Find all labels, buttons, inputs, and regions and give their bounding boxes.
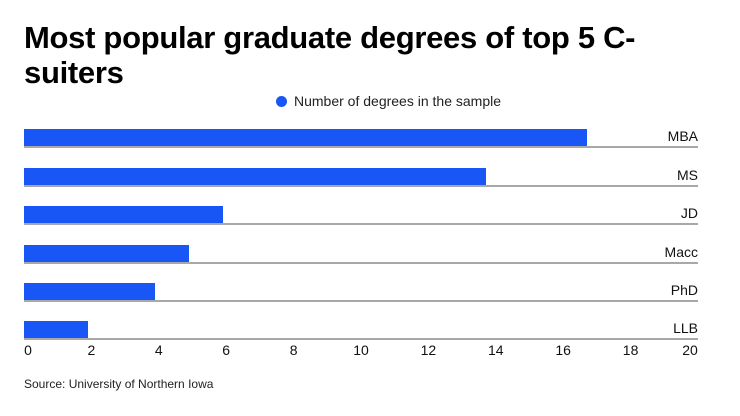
bar-mba [24, 129, 587, 146]
x-tick-label: 18 [622, 342, 639, 358]
row-baseline [24, 300, 698, 302]
bar-macc [24, 245, 190, 262]
x-tick-label: 16 [555, 342, 571, 358]
bar-row-jd: JD [24, 205, 698, 225]
row-baseline [24, 146, 698, 148]
legend-label: Number of degrees in the sample [294, 93, 501, 109]
x-tick-label: 10 [353, 342, 369, 358]
x-tick-label: 14 [488, 342, 504, 358]
source-note: Source: University of Northern Iowa [24, 377, 214, 391]
x-tick-label: 2 [87, 342, 96, 358]
bar-row-macc: Macc [24, 244, 698, 264]
category-label: JD [680, 205, 698, 221]
category-label: MS [677, 167, 698, 183]
row-baseline [24, 185, 698, 187]
row-baseline [24, 262, 698, 264]
row-baseline [24, 223, 698, 225]
category-label: Macc [664, 244, 698, 260]
bar-row-llb: LLB [24, 320, 698, 340]
x-tick-label: 0 [24, 342, 32, 358]
bar-row-mba: MBA [24, 128, 698, 148]
bar-jd [24, 206, 223, 223]
x-tick-label: 12 [420, 342, 437, 358]
row-baseline [24, 338, 698, 340]
bar-llb [24, 321, 89, 338]
x-tick-label: 4 [154, 342, 163, 358]
bar-row-ms: MS [24, 167, 698, 187]
x-tick-label: 8 [289, 342, 298, 358]
bar-phd [24, 283, 156, 300]
category-label: LLB [673, 320, 698, 336]
x-tick-label: 20 [682, 342, 698, 358]
chart-title: Most popular graduate degrees of top 5 C… [24, 20, 636, 90]
legend: Number of degrees in the sample [276, 93, 501, 109]
legend-dot-icon [276, 95, 287, 107]
category-label: MBA [667, 128, 698, 144]
x-tick-label: 6 [222, 342, 231, 358]
bar-row-phd: PhD [24, 282, 698, 302]
category-label: PhD [670, 282, 698, 298]
bar-ms [24, 168, 486, 185]
